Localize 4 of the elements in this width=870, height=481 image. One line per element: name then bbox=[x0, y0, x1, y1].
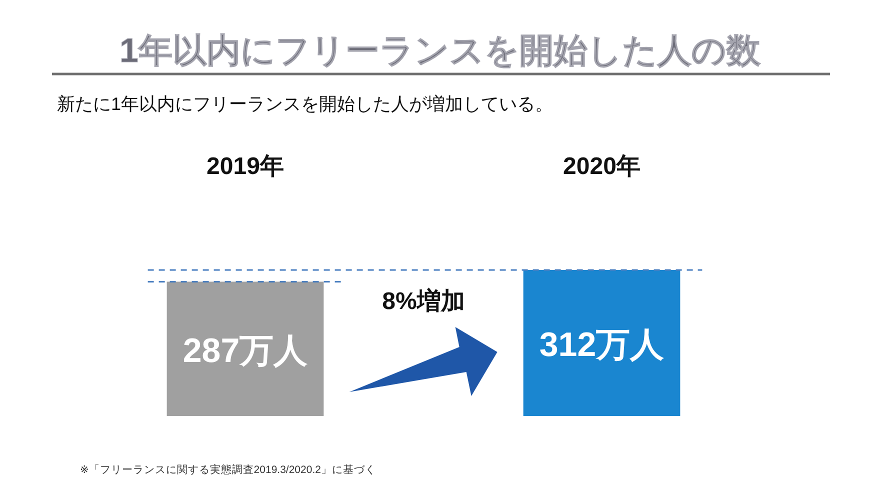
annotation: ※「フリーランスに関する実態調査2019.3/2020.2」に基づく bbox=[80, 464, 376, 476]
subtitle: 新たに1年以内にフリーランスを開始した人が増加している。 bbox=[57, 94, 554, 114]
annotation: 8%増加 bbox=[382, 288, 465, 315]
title: 1年以内にフリーランスを開始した人の数 bbox=[120, 32, 760, 70]
